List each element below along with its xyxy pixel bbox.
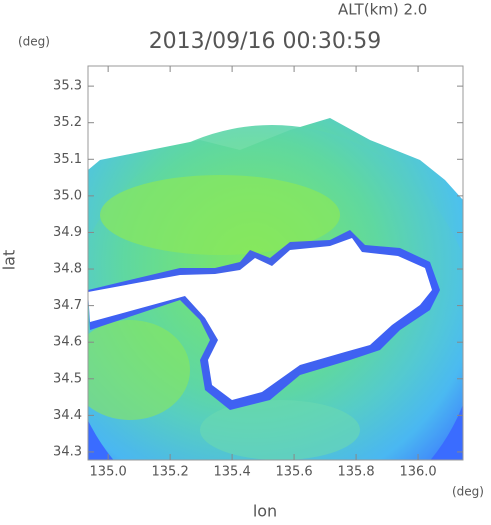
y-tick-label: 35.3 — [53, 79, 82, 94]
x-tick-label: 135.2 — [152, 465, 189, 480]
x-unit: (deg) — [452, 485, 484, 499]
x-tick-label: 135.0 — [90, 465, 127, 480]
x-tick-label: 135.6 — [275, 465, 312, 480]
x-tick-label: 135.4 — [214, 465, 251, 480]
y-tick-label: 35.1 — [53, 152, 82, 167]
radar-echo — [88, 118, 463, 460]
y-axis-label: lat — [0, 250, 19, 271]
y-tick-label: 34.6 — [53, 335, 82, 350]
y-tick-label: 34.8 — [53, 262, 82, 277]
chart-title: 2013/09/16 00:30:59 — [149, 29, 382, 54]
y-tick-label: 35.2 — [53, 115, 82, 130]
y-tick-label: 35.0 — [53, 188, 82, 203]
x-axis-label: lon — [253, 502, 277, 521]
chart-subtitle: ALT(km) 2.0 — [338, 1, 427, 19]
y-unit: (deg) — [18, 35, 50, 49]
y-tick-label: 34.5 — [53, 371, 82, 386]
y-tick-label: 34.9 — [53, 225, 82, 240]
y-tick-label: 34.3 — [53, 444, 82, 459]
y-tick-label: 34.7 — [53, 298, 82, 313]
x-tick-label: 135.8 — [337, 465, 374, 480]
x-tick-label: 136.0 — [399, 465, 436, 480]
plot-frame — [87, 65, 464, 461]
y-tick-label: 34.4 — [53, 408, 82, 423]
